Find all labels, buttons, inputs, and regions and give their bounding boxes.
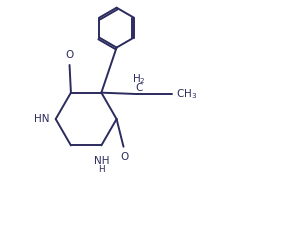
Text: H$_2$: H$_2$ — [132, 72, 146, 86]
Text: HN: HN — [34, 114, 50, 124]
Text: NH: NH — [94, 156, 109, 166]
Text: H: H — [98, 165, 105, 174]
Text: O: O — [65, 50, 74, 60]
Text: O: O — [121, 152, 129, 162]
Text: CH$_3$: CH$_3$ — [176, 87, 197, 101]
Text: C: C — [135, 83, 142, 93]
